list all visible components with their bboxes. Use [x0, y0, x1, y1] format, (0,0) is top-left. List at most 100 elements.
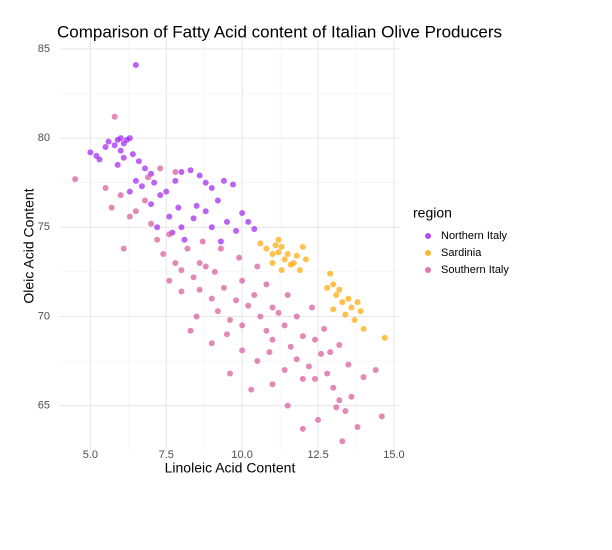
data-point	[166, 277, 173, 284]
data-point	[287, 343, 294, 350]
data-point	[102, 144, 109, 151]
data-point	[336, 286, 343, 293]
data-point	[187, 167, 194, 174]
data-point	[333, 292, 340, 299]
x-tick-label: 10.0	[231, 449, 252, 461]
data-point	[117, 135, 124, 142]
data-point	[217, 245, 224, 252]
data-point	[175, 204, 182, 211]
data-point	[148, 220, 155, 227]
data-point	[299, 333, 306, 340]
data-point	[348, 393, 355, 400]
legend-marker	[425, 250, 431, 256]
data-point	[154, 236, 161, 243]
data-point	[348, 304, 355, 311]
data-point	[172, 177, 179, 184]
data-point	[227, 370, 233, 377]
data-point	[142, 165, 148, 172]
data-point	[181, 236, 188, 243]
data-point	[178, 224, 185, 231]
legend-label: Northern Italy	[441, 230, 508, 242]
data-point	[330, 306, 337, 313]
data-point	[129, 151, 136, 158]
data-point	[193, 202, 200, 209]
data-point	[381, 334, 388, 341]
data-point	[278, 267, 285, 274]
data-point	[281, 256, 288, 263]
data-point	[312, 336, 318, 343]
data-point	[245, 302, 252, 309]
data-point	[190, 215, 197, 222]
data-point	[132, 177, 139, 184]
data-point	[233, 297, 240, 304]
data-point	[217, 238, 224, 245]
data-point	[324, 284, 331, 291]
data-point	[284, 292, 291, 299]
data-point	[196, 172, 203, 179]
x-tick-label: 15.0	[383, 449, 404, 461]
data-point	[251, 292, 258, 299]
data-point	[120, 245, 127, 252]
data-point	[372, 366, 379, 373]
data-point	[266, 349, 273, 356]
data-point	[160, 251, 167, 258]
data-point	[114, 161, 121, 168]
data-point	[345, 295, 352, 302]
data-point	[227, 317, 233, 324]
data-point	[281, 366, 288, 373]
data-point	[178, 288, 185, 295]
x-tick-label: 7.5	[159, 449, 174, 461]
data-point	[321, 325, 328, 332]
data-point	[296, 267, 303, 274]
data-point	[284, 251, 291, 258]
data-point	[157, 165, 164, 172]
data-point	[236, 254, 243, 261]
data-point	[339, 438, 346, 445]
data-point	[339, 299, 346, 306]
data-point	[172, 259, 179, 266]
data-point	[223, 218, 230, 225]
data-point	[233, 227, 240, 234]
data-point	[163, 188, 170, 195]
data-point	[151, 179, 158, 186]
data-point	[269, 381, 276, 388]
data-point	[345, 361, 352, 368]
data-point	[330, 281, 337, 288]
data-point	[269, 259, 276, 266]
data-point	[269, 336, 276, 343]
data-point	[111, 142, 118, 149]
data-point	[202, 179, 209, 186]
data-point	[360, 374, 367, 381]
data-point	[360, 325, 367, 332]
data-point	[281, 322, 288, 329]
data-point	[145, 174, 152, 181]
data-point	[263, 281, 270, 288]
data-point	[275, 309, 282, 316]
data-point	[190, 274, 197, 281]
data-point	[305, 363, 312, 370]
data-point	[105, 138, 112, 145]
legend-marker	[425, 267, 431, 273]
data-point	[102, 185, 109, 192]
data-point	[132, 61, 139, 68]
data-point	[275, 249, 282, 256]
legend-label: Sardinia	[441, 247, 482, 259]
data-point	[126, 135, 133, 142]
data-point	[208, 185, 215, 192]
data-point	[108, 204, 115, 211]
data-point	[154, 224, 161, 231]
data-point	[263, 245, 270, 252]
data-point	[208, 224, 215, 231]
data-point	[263, 327, 270, 334]
data-point	[220, 284, 227, 291]
data-point	[293, 356, 300, 363]
data-point	[333, 404, 340, 411]
data-point	[208, 340, 215, 347]
data-point	[166, 231, 173, 238]
data-point	[342, 407, 349, 414]
data-point	[354, 424, 361, 431]
data-point	[327, 349, 334, 356]
data-point	[193, 313, 200, 320]
data-point	[245, 218, 252, 225]
data-point	[135, 158, 142, 165]
